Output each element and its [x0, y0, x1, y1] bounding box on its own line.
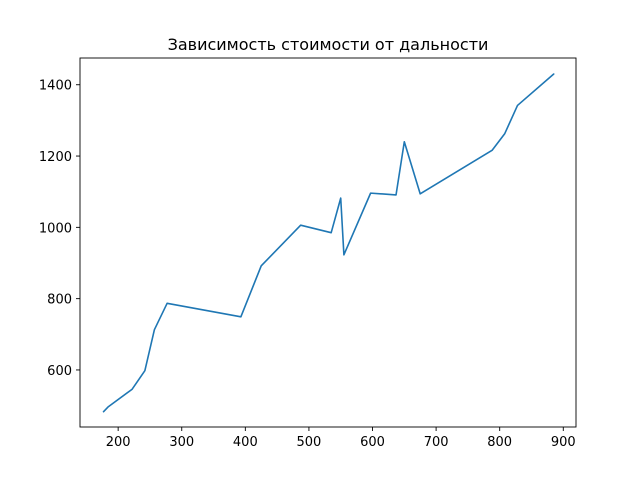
- x-tick-label: 600: [360, 435, 385, 450]
- plot-area: 200 300 400 500 600 700 800 900 600 800 1000 1200 14…: [39, 57, 577, 450]
- x-tick-label: 900: [551, 435, 576, 450]
- x-tick-label: 200: [106, 435, 131, 450]
- x-tick-label: 300: [169, 435, 194, 450]
- y-tick-label: 1400: [39, 79, 72, 94]
- x-tick-label: 400: [233, 435, 258, 450]
- series-line-0: [102, 73, 555, 413]
- chart-title: Зависимость стоимости от дальности: [168, 35, 489, 54]
- x-tick-label: 700: [424, 435, 449, 450]
- x-tick-label: 500: [297, 435, 322, 450]
- x-tick-label: 800: [487, 435, 512, 450]
- y-tick-label: 800: [47, 293, 72, 308]
- y-tick-label: 600: [47, 364, 72, 379]
- axes-frame: [79, 57, 577, 428]
- y-tick-label: 1200: [39, 150, 72, 165]
- y-tick-label: 1000: [39, 221, 72, 236]
